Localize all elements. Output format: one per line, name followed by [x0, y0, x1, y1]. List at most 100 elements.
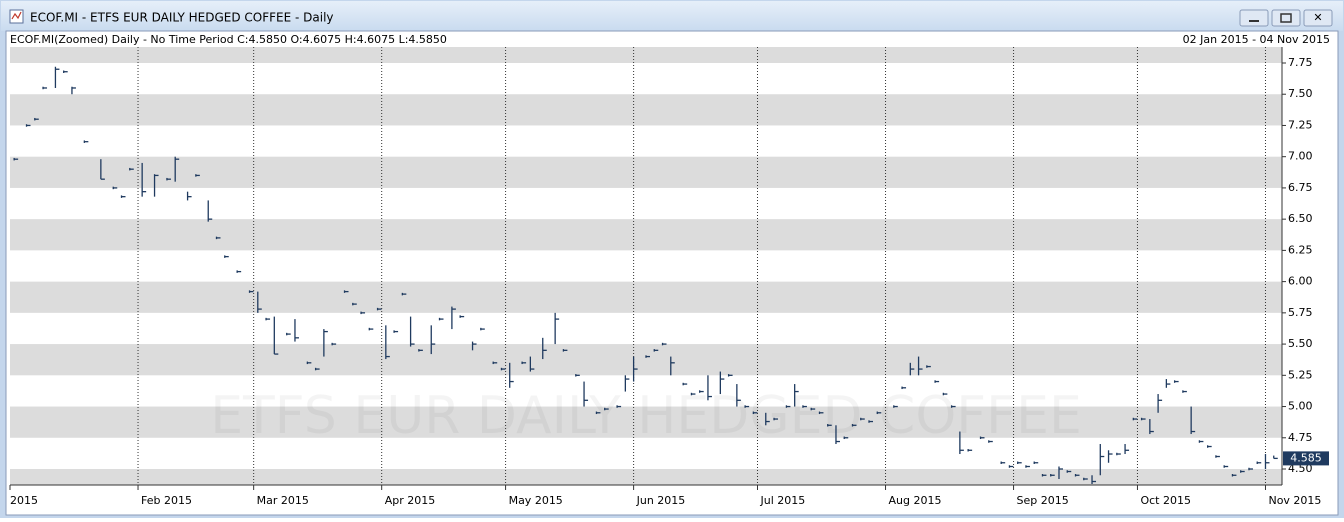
y-tick-label: 5.75 [1288, 306, 1313, 319]
price-bar [575, 374, 580, 377]
price-bar [186, 191, 192, 201]
grid-band [10, 281, 1282, 313]
price-bar [979, 436, 985, 440]
price-bar [1256, 461, 1262, 465]
price-bar [1240, 470, 1245, 473]
x-tick-label: 2015 [10, 494, 38, 507]
plot-area: ETFS EUR DAILY HEDGED COFFEE 2015 Feb 2015… [9, 47, 1329, 507]
x-tick-label: Nov 2015 [1268, 494, 1321, 507]
price-bar [1198, 440, 1204, 443]
price-bar [71, 86, 76, 95]
price-bar [818, 411, 824, 415]
price-bar [744, 405, 750, 408]
price-bar [1025, 465, 1030, 468]
price-bar [682, 382, 688, 386]
price-bar [343, 290, 349, 293]
y-tick-label: 6.25 [1288, 243, 1313, 256]
minimize-button[interactable] [1239, 9, 1269, 27]
y-tick-label: 7.00 [1288, 150, 1313, 163]
price-bar [604, 407, 609, 411]
price-bar [988, 440, 993, 443]
maximize-button[interactable] [1271, 9, 1301, 27]
maximize-glyph [1280, 13, 1292, 23]
price-bar [909, 362, 915, 376]
last-price-label: 4.585 [1290, 451, 1322, 464]
price-bar [1050, 474, 1055, 477]
price-bar [1231, 474, 1237, 477]
price-bar [174, 156, 180, 182]
price-bar [141, 162, 147, 197]
price-bar [25, 124, 31, 127]
close-glyph: ✕ [1313, 11, 1322, 24]
price-bar [286, 332, 291, 336]
price-bar [959, 431, 964, 455]
grid-band [10, 406, 1282, 438]
price-bar [34, 117, 39, 121]
price-bar [1116, 452, 1121, 456]
window-buttons[interactable]: ✕ [1239, 9, 1333, 27]
grid-band [10, 156, 1282, 188]
price-bar [1190, 406, 1196, 435]
price-bar [13, 157, 19, 161]
price-bar [257, 291, 262, 313]
price-bar [248, 290, 254, 293]
price-bar [215, 236, 221, 240]
x-tick-label: Jul 2015 [760, 494, 806, 507]
y-tick-label: 5.00 [1288, 400, 1313, 413]
price-bar [129, 167, 134, 171]
date-range: 02 Jan 2015 - 04 Nov 2015 [1183, 33, 1330, 46]
price-bar [1033, 461, 1039, 465]
grid-band [10, 94, 1282, 126]
price-bar [207, 200, 213, 222]
grid-band [10, 219, 1282, 251]
price-bar [1264, 454, 1270, 470]
price-bar [926, 365, 931, 368]
price-bar [707, 375, 712, 401]
price-bar [265, 317, 271, 321]
price-bar [112, 186, 118, 190]
y-tick-label: 7.75 [1288, 56, 1313, 69]
price-bar [521, 361, 527, 365]
info-line: ECOF.MI(Zoomed) Daily - No Time Period C… [10, 33, 447, 46]
window-title: ECOF.MI - ETFS EUR DAILY HEDGED COFFEE -… [30, 11, 334, 25]
price-bar [409, 316, 415, 347]
price-bar [480, 327, 485, 331]
price-bar [1000, 461, 1006, 465]
price-bar [1066, 470, 1072, 473]
price-bar [1149, 419, 1154, 435]
price-bar [273, 316, 279, 355]
price-bar [1215, 455, 1220, 458]
price-bar [653, 349, 659, 352]
price-bar [773, 417, 779, 421]
price-bar [950, 405, 956, 408]
price-bar [166, 177, 171, 181]
x-tick-label: Oct 2015 [1140, 494, 1191, 507]
price-bar [393, 330, 399, 333]
price-bar [195, 174, 200, 177]
price-bar [765, 412, 770, 426]
price-bar [827, 424, 832, 427]
price-bar [1091, 475, 1097, 485]
price-bar [794, 384, 799, 407]
price-bar [306, 361, 312, 365]
price-bar [1041, 474, 1047, 477]
price-bar [451, 306, 456, 330]
price-bar [670, 356, 675, 376]
price-bar [1248, 467, 1253, 471]
price-bar [352, 302, 357, 306]
y-tick-label: 5.50 [1288, 337, 1313, 350]
price-bar [785, 405, 791, 408]
x-tick-label: May 2015 [509, 494, 563, 507]
price-bar [595, 411, 601, 415]
price-bar [645, 355, 650, 358]
price-bar [63, 70, 68, 73]
close-button[interactable] [1303, 9, 1333, 27]
price-bar [736, 384, 741, 407]
price-bar [1074, 474, 1080, 477]
price-bar [967, 449, 973, 452]
price-bar [1058, 466, 1063, 480]
price-bar [1132, 417, 1138, 421]
price-bar [368, 327, 374, 331]
price-bar [1017, 461, 1022, 465]
